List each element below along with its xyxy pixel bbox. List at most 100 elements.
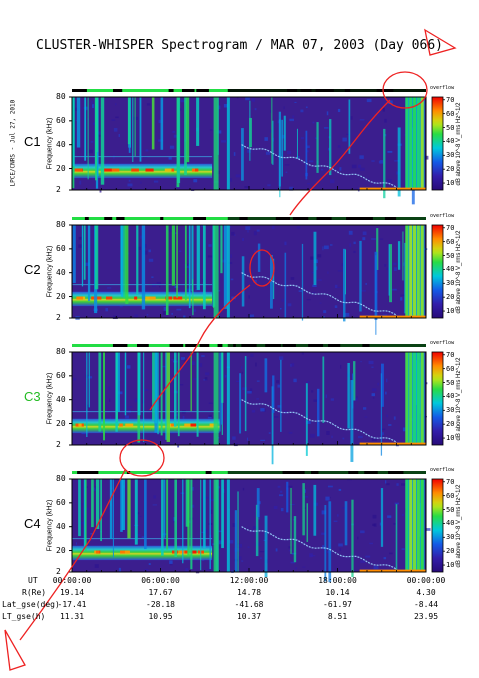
panel-c1 [69, 89, 445, 205]
colorbar-tick-label: 40 [446, 519, 455, 528]
orbit-row-label: UT [28, 576, 38, 585]
colorbar-tick-label: 30 [446, 151, 455, 160]
y-tick-label: 80 [56, 474, 66, 483]
y-tick-label: 40 [56, 267, 66, 277]
colorbar-header: overflow [430, 340, 455, 346]
status-bar [72, 471, 426, 474]
colorbar-label: dB above 10^-8 V_rms Hz^-1/2 [456, 230, 462, 314]
orbit-value: 14.78 [236, 588, 262, 597]
y-tick-label: 20 [56, 163, 66, 173]
y-tick-label: 2 [56, 567, 61, 576]
y-tick-label: 80 [56, 220, 66, 229]
colorbar-tick-label: 60 [446, 491, 455, 500]
colorbar-tick-label: 10 [446, 434, 455, 443]
x-tick-label: 18:00:00 [318, 576, 357, 585]
orbit-value: -41.68 [234, 600, 264, 609]
orbit-row-label: Lat_gse(deg) [2, 600, 60, 609]
y-tick-label: 2 [56, 440, 61, 449]
status-bar [72, 89, 426, 92]
y-tick-label: 2 [56, 185, 61, 194]
y-tick-label: 80 [56, 92, 66, 101]
colorbar-tick-label: 10 [446, 561, 455, 570]
orbit-value: -17.41 [57, 600, 87, 609]
y-axis-label: Frequency (kHz) [46, 499, 54, 551]
y-tick-label: 60 [56, 497, 66, 507]
colorbar-tick-label: 60 [446, 109, 455, 118]
colorbar [431, 478, 445, 573]
orbit-value: -28.18 [146, 600, 175, 609]
orbit-value: 10.14 [325, 588, 350, 597]
colorbar-tick-label: 70 [446, 95, 455, 104]
orbit-value: 11.31 [59, 612, 85, 621]
x-tick-label: 00:00:00 [52, 576, 92, 585]
colorbar-tick-label: 40 [446, 392, 455, 401]
y-tick-label: 60 [56, 243, 66, 253]
orbit-value: 8.51 [327, 612, 348, 621]
panel-label-c4: C4 [24, 516, 41, 532]
panel-c4 [69, 471, 445, 583]
colorbar [431, 96, 445, 191]
orbit-value: 17.67 [148, 588, 173, 597]
panel-label-c3: C3 [24, 389, 41, 405]
panel-label-c1: C1 [24, 134, 41, 150]
panel-c3 [69, 344, 445, 465]
colorbar-header: overflow [430, 85, 455, 91]
y-tick-label: 60 [56, 115, 66, 125]
y-tick-label: 40 [56, 139, 66, 149]
colorbar-tick-label: 50 [446, 505, 455, 514]
panel-label-c2: C2 [24, 262, 41, 278]
y-tick-label: 60 [56, 370, 66, 380]
colorbar-tick-label: 20 [446, 165, 455, 174]
status-bar [72, 344, 426, 347]
colorbar-tick-label: 10 [446, 307, 455, 316]
colorbar-label: dB above 10^-8 V_rms Hz^-1/2 [456, 357, 462, 441]
colorbar-label: dB above 10^-8 V_rms Hz^-1/2 [456, 484, 462, 568]
colorbar-tick-label: 50 [446, 251, 455, 260]
colorbar-label: dB above 10^-8 V_rms Hz^-1/2 [456, 102, 462, 186]
orbit-value: 4.30 [416, 588, 436, 597]
colorbar-tick-label: 20 [446, 420, 455, 429]
colorbar [431, 224, 445, 319]
y-tick-label: 40 [56, 521, 66, 531]
colorbar-tick-label: 70 [446, 223, 455, 232]
status-bar [72, 217, 426, 220]
colorbar-tick-label: 10 [446, 179, 455, 188]
colorbar-tick-label: 30 [446, 279, 455, 288]
orbit-value: 10.95 [148, 612, 173, 621]
orbit-row-label: R(Re) [22, 588, 47, 597]
y-tick-label: 40 [56, 394, 66, 404]
y-axis-label: Frequency (kHz) [46, 245, 54, 297]
colorbar-tick-label: 60 [446, 364, 455, 373]
colorbar-header: overflow [430, 467, 455, 473]
colorbar-tick-label: 20 [446, 293, 455, 302]
x-tick-label: 12:00:00 [229, 576, 269, 585]
chart-title: CLUSTER-WHISPER Spectrogram / MAR 07, 20… [36, 38, 443, 53]
colorbar-header: overflow [430, 213, 455, 219]
colorbar-tick-label: 50 [446, 123, 455, 132]
y-tick-label: 20 [56, 291, 66, 301]
panel-c2 [69, 217, 445, 335]
colorbar-tick-label: 70 [446, 350, 455, 359]
x-tick-label: 06:00:00 [141, 576, 180, 585]
y-axis-label: Frequency (kHz) [46, 372, 54, 424]
colorbar [431, 351, 445, 446]
colorbar-tick-label: 40 [446, 137, 455, 146]
colorbar-tick-label: 20 [446, 547, 455, 556]
y-tick-label: 20 [56, 545, 66, 555]
annotation-scribble [4, 28, 457, 671]
orbit-value: 19.14 [59, 588, 85, 597]
colorbar-tick-label: 40 [446, 265, 455, 274]
colorbar-tick-label: 50 [446, 378, 455, 387]
x-tick-label: 00:00:00 [406, 576, 446, 585]
y-tick-label: 20 [56, 418, 66, 428]
y-tick-label: 80 [56, 347, 66, 356]
orbit-value: 10.37 [236, 612, 262, 621]
orbit-value: -61.97 [323, 600, 352, 609]
colorbar-tick-label: 60 [446, 237, 455, 246]
orbit-row-label: LT_gse(h) [2, 612, 46, 621]
y-axis-label: Frequency (kHz) [46, 117, 54, 169]
orbit-value: -8.44 [413, 600, 439, 609]
orbit-value: 23.95 [413, 612, 439, 621]
colorbar-tick-label: 30 [446, 533, 455, 542]
